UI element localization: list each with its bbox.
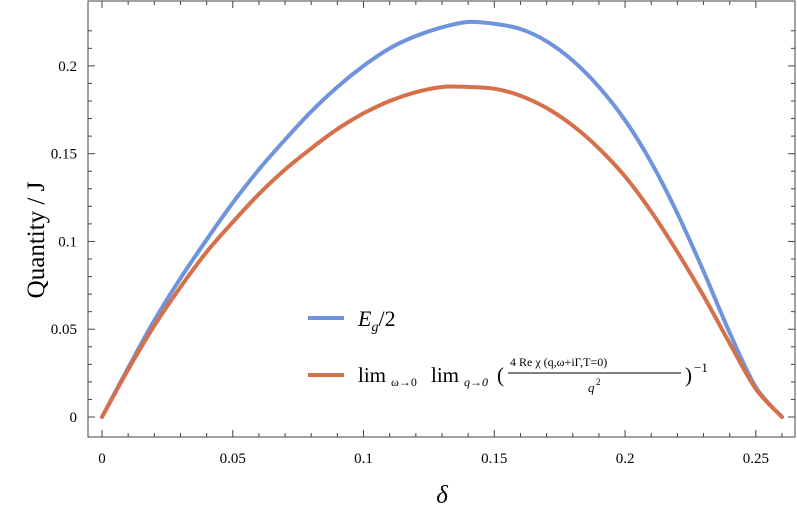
x-tick-label: 0.25	[743, 451, 769, 467]
legend-label-orange-close: )	[685, 363, 692, 387]
y-axis-label: Quantity / J	[23, 181, 50, 298]
series-line-blue	[100, 19, 784, 419]
legend-label-orange-lim2: lim	[431, 363, 459, 387]
y-tick-label: 0	[70, 410, 78, 426]
legend-label-blue: Eg/2	[357, 306, 396, 335]
x-tick-label: 0	[98, 451, 106, 467]
tick-group	[88, 1, 795, 437]
y-tick-label: 0.1	[58, 234, 77, 250]
legend-label-orange-sub2: q→0	[464, 375, 488, 389]
legend-blue-subscript: g	[371, 320, 378, 335]
legend: Eg/2 lim ω→0 lim q→0 ( 4 Re χ (q,ω+iΓ,T=…	[308, 306, 708, 395]
y-tick-label: 0.05	[51, 322, 77, 338]
legend-blue-main: E	[357, 306, 372, 331]
x-tick-label: 0.1	[354, 451, 373, 467]
legend-label-orange-sub1: ω→0	[391, 375, 417, 389]
series-group	[100, 19, 784, 419]
y-tick-label: 0.15	[51, 147, 77, 163]
legend-label-orange-numerator: 4 Re χ (q,ω+iΓ,T=0)	[510, 355, 607, 369]
legend-label-orange-open: (	[497, 363, 504, 387]
legend-label-orange-exponent: −1	[694, 360, 708, 375]
x-tick-label: 0.2	[616, 451, 635, 467]
legend-label-orange-denominator: q	[588, 380, 595, 395]
legend-label-orange-denominator-exp: 2	[596, 377, 601, 387]
x-tick-label: 0.05	[220, 451, 246, 467]
x-tick-label: 0.15	[481, 451, 507, 467]
legend-blue-tail: /2	[378, 306, 395, 331]
x-axis-label: δ	[436, 482, 448, 509]
series-line-orange	[100, 84, 784, 419]
plot-frame	[87, 0, 796, 438]
legend-label-orange-lim1: lim	[358, 363, 386, 387]
y-tick-label: 0.2	[58, 59, 77, 75]
tick-label-group: 0 0.05 0.1 0.15 0.2 0.25 0 0.05 0.1 0.15 0.2	[51, 59, 769, 467]
